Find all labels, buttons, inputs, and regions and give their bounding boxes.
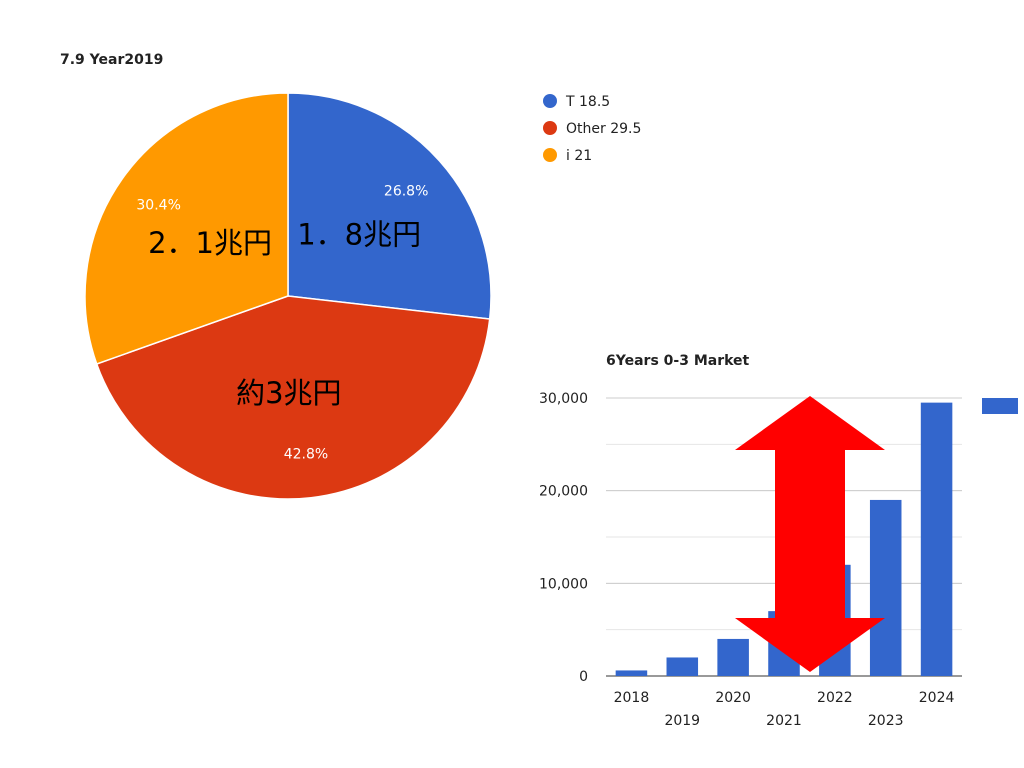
- legend-marker: [543, 148, 557, 162]
- bar-y-axis: 0 10,000 20,000 30,000: [539, 391, 588, 685]
- legend-label: Other 29.5: [566, 121, 641, 137]
- legend-marker: [543, 121, 557, 135]
- pie-slice: [287, 92, 492, 320]
- x-tick-label: 2020: [715, 690, 751, 706]
- bar-chart-title: 6Years 0-3 Market: [606, 353, 750, 369]
- bar: [869, 499, 902, 676]
- x-tick-label: 2021: [766, 713, 802, 729]
- bar: [615, 670, 648, 676]
- pie-percent-label: 30.4%: [136, 198, 180, 214]
- pie-percent-label: 26.8%: [384, 184, 428, 200]
- x-tick-label: 2024: [919, 690, 955, 706]
- legend-label: i 21: [566, 148, 592, 164]
- pie-slice: [95, 295, 491, 500]
- y-tick-label: 0: [579, 669, 588, 685]
- legend-label: T 18.5: [565, 94, 610, 110]
- pie-annotation: 約3兆円: [236, 376, 341, 410]
- red-double-arrow: [735, 396, 885, 672]
- pie-chart: [84, 92, 492, 500]
- pie-percent-label: 42.8%: [284, 446, 328, 462]
- y-tick-label: 30,000: [539, 391, 588, 407]
- x-tick-label: 2019: [664, 713, 700, 729]
- x-tick-label: 2022: [817, 690, 853, 706]
- bar: [666, 657, 699, 676]
- x-tick-label: 2023: [868, 713, 904, 729]
- bar-legend-swatch: [982, 398, 1018, 414]
- y-tick-label: 20,000: [539, 484, 588, 500]
- legend-marker: [543, 94, 557, 108]
- bar: [717, 638, 749, 676]
- bar: [920, 402, 953, 676]
- pie-labels: 26.8% 1．8兆円 42.8% 約3兆円 30.4% 2．1兆円: [136, 184, 428, 463]
- y-tick-label: 10,000: [539, 576, 588, 592]
- bar-x-axis: 2018 2019 2020 2021 2022 2023 2024: [614, 690, 955, 729]
- pie-annotation: 1．8兆円: [297, 217, 421, 251]
- pie-slice: [84, 92, 289, 365]
- x-tick-label: 2018: [614, 690, 650, 706]
- pie-legend: T 18.5 Other 29.5 i 21: [543, 94, 641, 164]
- pie-annotation: 2．1兆円: [148, 226, 272, 260]
- pie-chart-title: 7.9 Year2019: [60, 52, 163, 68]
